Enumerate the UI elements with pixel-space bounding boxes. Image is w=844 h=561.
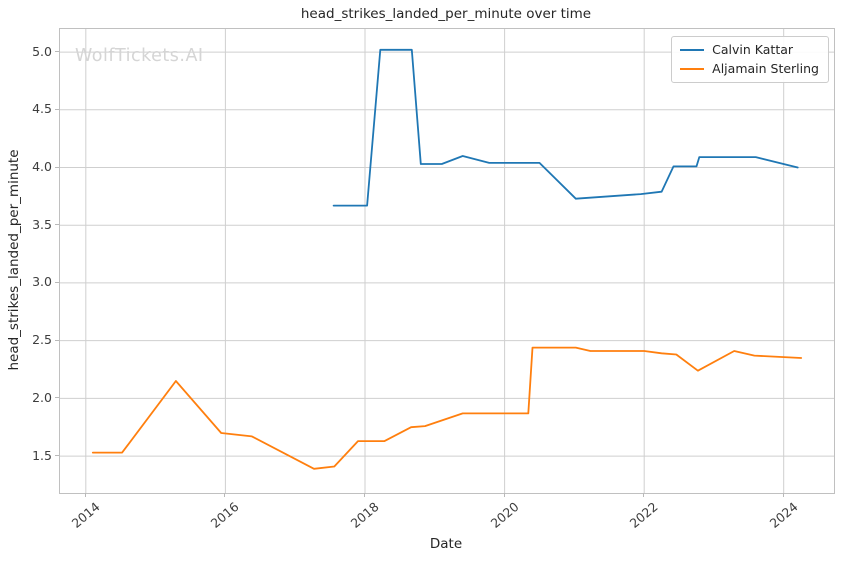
y-tick-mark xyxy=(55,166,59,168)
chart-title: head_strikes_landed_per_minute over time xyxy=(300,6,592,22)
y-tick-mark xyxy=(55,108,59,110)
y-tick-label: 2.5 xyxy=(32,332,52,348)
y-tick-label: 3.0 xyxy=(32,274,52,290)
x-tick-label: 2016 xyxy=(208,499,243,531)
y-tick-label: 3.5 xyxy=(32,216,52,232)
y-tick-label: 4.5 xyxy=(32,101,52,117)
legend: Calvin Kattar Aljamain Sterling xyxy=(671,36,829,83)
legend-item-aljamain-sterling: Aljamain Sterling xyxy=(680,60,819,77)
series-line-aljamain-sterling xyxy=(91,346,803,470)
x-tick-mark xyxy=(224,493,226,497)
x-tick-mark xyxy=(363,493,365,497)
x-tick-mark xyxy=(503,493,505,497)
x-tick-label: 2020 xyxy=(487,499,522,531)
x-tick-label: 2022 xyxy=(626,499,661,531)
legend-line-swatch xyxy=(680,67,705,70)
plot-area: WolfTickets.AI Calvin Kattar Aljamain Ste… xyxy=(59,28,835,494)
x-tick-label: 2014 xyxy=(68,499,103,531)
legend-label: Calvin Kattar xyxy=(712,42,794,57)
legend-label: Aljamain Sterling xyxy=(712,61,819,76)
legend-line-swatch xyxy=(680,48,705,51)
x-tick-mark xyxy=(84,493,86,497)
y-tick-label: 1.5 xyxy=(32,447,52,463)
plot-canvas xyxy=(60,29,834,493)
series-line-calvin-kattar xyxy=(332,48,799,207)
x-axis-label: Date xyxy=(429,536,463,552)
y-tick-mark xyxy=(55,51,59,53)
x-tick-mark xyxy=(782,493,784,497)
y-tick-label: 2.0 xyxy=(32,389,52,405)
y-tick-mark xyxy=(55,455,59,457)
y-tick-label: 4.0 xyxy=(32,159,52,174)
y-tick-mark xyxy=(55,397,59,399)
x-tick-label: 2018 xyxy=(347,499,382,531)
x-tick-mark xyxy=(643,493,645,497)
legend-item-calvin-kattar: Calvin Kattar xyxy=(680,41,819,58)
y-tick-mark xyxy=(55,224,59,226)
y-tick-mark xyxy=(55,281,59,283)
y-tick-label: 5.0 xyxy=(32,43,52,59)
x-tick-label: 2024 xyxy=(766,499,801,531)
y-tick-mark xyxy=(55,339,59,341)
